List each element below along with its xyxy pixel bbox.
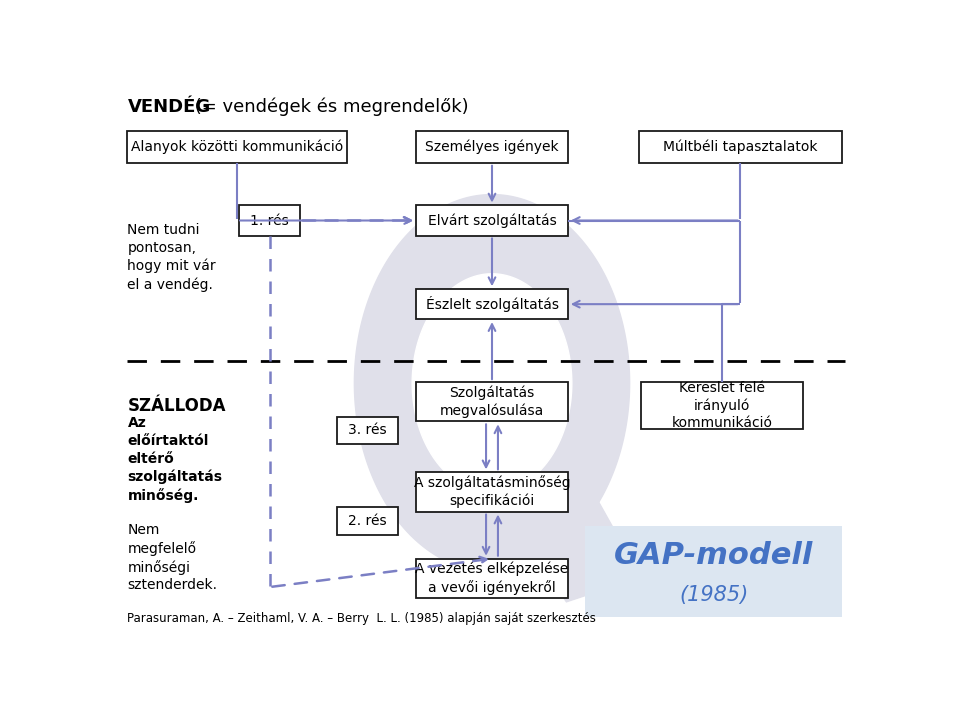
Text: VENDÉG: VENDÉG <box>128 98 210 116</box>
Text: Nem tudni
pontosan,
hogy mit vár
el a vendég.: Nem tudni pontosan, hogy mit vár el a ve… <box>128 223 216 292</box>
Text: A szolgáltatásminőség
specifikációi: A szolgáltatásminőség specifikációi <box>414 476 570 508</box>
FancyBboxPatch shape <box>641 382 803 429</box>
Text: Észlelt szolgáltatás: Észlelt szolgáltatás <box>425 296 559 312</box>
Text: SZÁLLODA: SZÁLLODA <box>128 397 226 415</box>
Text: 2. rés: 2. rés <box>348 514 387 528</box>
FancyBboxPatch shape <box>416 289 568 320</box>
FancyBboxPatch shape <box>416 382 568 422</box>
Text: Kereslet felé
irányuló
kommunikáció: Kereslet felé irányuló kommunikáció <box>671 381 773 430</box>
FancyBboxPatch shape <box>337 417 398 444</box>
FancyBboxPatch shape <box>337 507 398 535</box>
Text: GAP-modell: GAP-modell <box>614 541 813 570</box>
Text: (= vendégek és megrendelők): (= vendégek és megrendelők) <box>189 98 468 116</box>
Text: A vezetés elképzelése
a vevői igényekről: A vezetés elképzelése a vevői igényekről <box>416 562 568 595</box>
Text: Múltbéli tapasztalatok: Múltbéli tapasztalatok <box>663 140 818 154</box>
FancyBboxPatch shape <box>416 131 568 163</box>
FancyBboxPatch shape <box>416 472 568 512</box>
Text: Parasuraman, A. – Zeithaml, V. A. – Berry  L. L. (1985) alapján saját szerkeszté: Parasuraman, A. – Zeithaml, V. A. – Berr… <box>128 612 596 626</box>
FancyBboxPatch shape <box>416 559 568 598</box>
Text: Nem
megfelelő
minőségi
sztenderdek.: Nem megfelelő minőségi sztenderdek. <box>128 523 217 592</box>
Polygon shape <box>412 274 572 493</box>
Text: 1. rés: 1. rés <box>251 214 289 227</box>
Text: 3. rés: 3. rés <box>348 423 387 437</box>
Text: Szolgáltatás
megvalósulása: Szolgáltatás megvalósulása <box>440 386 544 418</box>
FancyBboxPatch shape <box>239 205 300 236</box>
FancyBboxPatch shape <box>585 526 842 616</box>
Text: Az
előírtaktól
eltérő
szolgáltatás
minőség.: Az előírtaktól eltérő szolgáltatás minős… <box>128 416 223 503</box>
Text: Alanyok közötti kommunikáció: Alanyok közötti kommunikáció <box>132 140 344 154</box>
Polygon shape <box>507 484 641 602</box>
Text: Elvárt szolgáltatás: Elvárt szolgáltatás <box>427 213 557 228</box>
Text: (1985): (1985) <box>679 585 749 605</box>
Polygon shape <box>354 195 630 572</box>
Text: Személyes igények: Személyes igények <box>425 140 559 154</box>
FancyBboxPatch shape <box>639 131 842 163</box>
FancyBboxPatch shape <box>128 131 347 163</box>
FancyBboxPatch shape <box>416 205 568 236</box>
